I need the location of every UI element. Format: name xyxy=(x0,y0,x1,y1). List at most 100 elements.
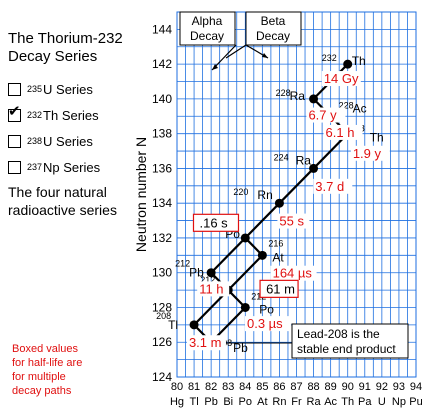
x-element-label: Rn xyxy=(272,396,286,408)
x-element-label: Fr xyxy=(291,396,302,408)
y-tick-label: 130 xyxy=(152,266,172,280)
x-element-label: Pb xyxy=(204,396,217,408)
nuclide-point xyxy=(206,268,216,278)
half-life-label: .16 s xyxy=(199,215,228,230)
series-label: U Series xyxy=(43,81,93,97)
caption-line2: radioactive series xyxy=(8,202,117,218)
half-life-background xyxy=(270,265,317,281)
note-line: decay paths xyxy=(12,385,72,397)
x-element-label: Ra xyxy=(307,396,322,408)
y-tick-label: 138 xyxy=(152,127,172,141)
half-life-background xyxy=(321,71,361,87)
y-tick-label: 128 xyxy=(152,300,172,314)
x-tick-label: 85 xyxy=(256,381,268,393)
nuclide-mass-label: 220 xyxy=(233,187,248,197)
legend-connector-line xyxy=(225,44,247,59)
alpha-legend-line1: Alpha xyxy=(192,14,223,28)
x-tick-label: 88 xyxy=(307,381,319,393)
series-option-u238[interactable]: 238 U Series xyxy=(8,132,93,150)
boxed-values-note: Boxed values for half-life are for multi… xyxy=(12,342,82,398)
nuclide-symbol-label: Ra xyxy=(290,89,306,103)
alpha-legend-line2: Decay xyxy=(190,29,224,43)
half-life-label: 3.7 d xyxy=(315,179,344,194)
y-tick-label: 144 xyxy=(152,22,172,36)
x-tick-label: 81 xyxy=(188,381,200,393)
series-mass-number: 232 xyxy=(27,110,43,120)
nuclide-mass-label: 228 xyxy=(276,88,291,98)
half-life-label: 11 h xyxy=(199,281,223,296)
nuclide-mass-label: 228 xyxy=(339,100,354,110)
alpha-decay-legend-box xyxy=(179,11,236,46)
x-tick-label: 93 xyxy=(393,381,405,393)
series-option-u235[interactable]: 235 U Series xyxy=(8,80,93,98)
checkbox-empty-icon[interactable] xyxy=(8,82,21,96)
series-label: Th Series xyxy=(43,107,99,123)
half-life-label: 6.7 y xyxy=(308,108,337,123)
y-tick-label: 126 xyxy=(152,335,172,349)
nuclide-symbol-label: Th xyxy=(352,54,366,68)
half-life-label: 164 µs xyxy=(273,266,313,281)
y-tick-label: 142 xyxy=(152,57,172,71)
annotation-line2: stable end product xyxy=(297,342,396,356)
half-life-background xyxy=(323,124,363,140)
x-element-label: Np xyxy=(392,396,406,408)
sidebar-title-line1: The Thorium-232 xyxy=(8,30,123,47)
note-line: Boxed values xyxy=(12,343,79,355)
nuclide-symbol-label: Rn xyxy=(257,188,272,202)
nuclide-mass-label: 212 xyxy=(251,291,266,301)
series-label: U Series xyxy=(43,133,93,149)
y-tick-label: 134 xyxy=(152,196,172,210)
nuclide-point xyxy=(240,302,250,312)
series-mass-number: 235 xyxy=(27,84,43,94)
nuclide-point xyxy=(257,250,267,260)
half-life-background xyxy=(306,107,346,123)
half-life-label: 3.1 m xyxy=(189,335,222,350)
nuclide-symbol-label: Po xyxy=(259,302,274,316)
decay-path-line xyxy=(210,237,247,274)
nuclide-mass-label: 212 xyxy=(175,259,190,269)
alpha-arrowhead-icon xyxy=(212,64,218,70)
half-life-label: 55 s xyxy=(279,214,304,229)
y-tick-label: 136 xyxy=(152,161,172,175)
x-element-label: Po xyxy=(239,396,252,408)
nuclide-point xyxy=(309,94,319,104)
nuclide-symbol-label: Ac xyxy=(353,101,367,115)
x-element-label: Pa xyxy=(358,396,372,408)
sidebar-panel: The Thorium-232 Decay Series 235 U Serie… xyxy=(0,0,150,412)
decay-path-line xyxy=(227,254,264,291)
x-tick-label: 90 xyxy=(342,381,354,393)
nuclide-symbol-label: Pb xyxy=(189,266,204,280)
half-life-background xyxy=(197,281,230,297)
half-life-label: 1.9 y xyxy=(353,146,382,161)
x-element-label: U xyxy=(378,396,386,408)
half-life-box xyxy=(192,213,240,232)
y-tick-label: 132 xyxy=(152,231,172,245)
series-option-np237[interactable]: 237 Np Series xyxy=(8,158,100,176)
checkbox-empty-icon[interactable] xyxy=(8,134,21,148)
beta-arrowhead-icon xyxy=(262,53,268,58)
y-tick-label: 140 xyxy=(152,92,172,106)
decay-path-line xyxy=(244,202,281,239)
x-tick-label: 84 xyxy=(239,381,251,393)
note-line: for multiple xyxy=(12,371,66,383)
x-tick-label: 86 xyxy=(273,381,285,393)
nuclide-symbol-label: Tl xyxy=(168,318,178,332)
y-axis-label: Neutron number N xyxy=(133,137,149,252)
half-life-label: 6.1 h xyxy=(326,125,355,140)
series-mass-number: 238 xyxy=(27,136,43,146)
nuclide-symbol-label: Pb xyxy=(233,341,248,355)
nuclide-mass-label: 232 xyxy=(322,53,337,63)
x-tick-label: 91 xyxy=(359,381,371,393)
half-life-label: 0.3 µs xyxy=(247,316,283,331)
half-life-background xyxy=(313,178,353,194)
nuclide-mass-label: 212 xyxy=(200,275,215,285)
checkbox-empty-icon[interactable] xyxy=(8,160,21,174)
series-option-th232[interactable]: ✔ 232 Th Series xyxy=(8,104,99,124)
x-element-label: Tl xyxy=(189,396,198,408)
beta-legend-line2: Decay xyxy=(256,29,290,43)
x-element-label: Ac xyxy=(324,396,337,408)
nuclide-mass-label: 224 xyxy=(274,152,289,162)
checkbox-checked-icon[interactable]: ✔ xyxy=(8,104,21,122)
note-line: for half-life are xyxy=(12,357,83,369)
